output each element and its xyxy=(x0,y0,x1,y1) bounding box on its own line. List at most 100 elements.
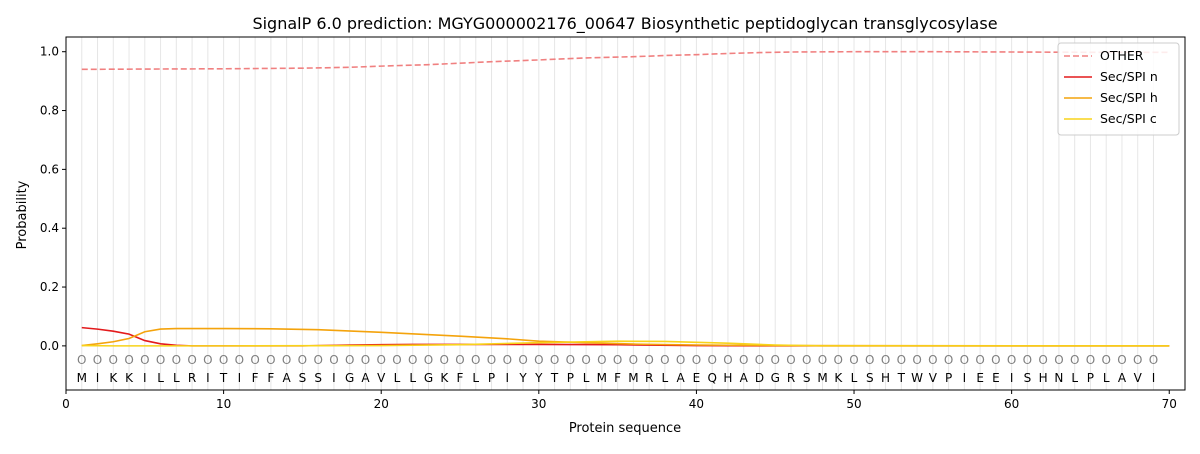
residue-state-label: O xyxy=(849,353,858,367)
residue-state-label: O xyxy=(376,353,385,367)
x-tick-label: 70 xyxy=(1162,397,1177,411)
residue-letter: G xyxy=(345,371,354,385)
residue-state-label: O xyxy=(77,353,86,367)
residue-letter: L xyxy=(472,371,479,385)
legend-entry: Sec/SPI h xyxy=(1100,90,1158,105)
residue-state-label: O xyxy=(282,353,291,367)
y-tick-label: 0.0 xyxy=(40,339,59,353)
residue-state-label: O xyxy=(266,353,275,367)
residue-state-label: O xyxy=(235,353,244,367)
residue-state-label: O xyxy=(676,353,685,367)
residue-state-label: O xyxy=(975,353,984,367)
residue-state-label: O xyxy=(172,353,181,367)
residue-letter: T xyxy=(897,371,906,385)
chart-title: SignalP 6.0 prediction: MGYG000002176_00… xyxy=(252,14,997,34)
residue-letter: I xyxy=(143,371,147,385)
residue-state-label: O xyxy=(361,353,370,367)
y-tick-label: 1.0 xyxy=(40,45,59,59)
residue-state-label: O xyxy=(140,353,149,367)
residue-letter: S xyxy=(866,371,874,385)
residue-letter: M xyxy=(597,371,607,385)
residue-state-label: O xyxy=(629,353,638,367)
residue-letter: W xyxy=(911,371,923,385)
residue-letter: L xyxy=(851,371,858,385)
residue-state-label: O xyxy=(566,353,575,367)
residue-letter: E xyxy=(976,371,984,385)
x-tick-label: 60 xyxy=(1004,397,1019,411)
residue-state-label: O xyxy=(786,353,795,367)
residue-state-label: O xyxy=(187,353,196,367)
residue-state-label: O xyxy=(644,353,653,367)
residue-state-label: O xyxy=(455,353,464,367)
residue-state-label: O xyxy=(392,353,401,367)
residue-state-label: O xyxy=(707,353,716,367)
residue-letter: I xyxy=(332,371,336,385)
x-tick-label: 0 xyxy=(62,397,70,411)
x-tick-label: 30 xyxy=(531,397,546,411)
residue-state-label: O xyxy=(1007,353,1016,367)
residue-letter: R xyxy=(645,371,653,385)
residue-state-label: O xyxy=(471,353,480,367)
residue-letter: T xyxy=(550,371,559,385)
legend: OTHER Sec/SPI n Sec/SPI h Sec/SPI c xyxy=(1057,42,1180,136)
residue-letter: K xyxy=(440,371,449,385)
residue-letter: I xyxy=(238,371,242,385)
residue-state-label: O xyxy=(1023,353,1032,367)
residue-state-label: O xyxy=(156,353,165,367)
series-line-2 xyxy=(81,327,1170,347)
residue-letter: Q xyxy=(707,371,716,385)
residue-letter: E xyxy=(693,371,701,385)
residue-state-label: O xyxy=(991,353,1000,367)
residue-state-label: O xyxy=(1101,353,1110,367)
y-tick-label: 0.8 xyxy=(40,104,59,118)
residue-state-label: O xyxy=(298,353,307,367)
residue-state-label: O xyxy=(770,353,779,367)
residue-state-label: O xyxy=(928,353,937,367)
residue-state-label: O xyxy=(1149,353,1158,367)
residue-state-label: O xyxy=(109,353,118,367)
residue-letter: F xyxy=(252,371,259,385)
residue-state-label: O xyxy=(518,353,527,367)
residue-letter: L xyxy=(394,371,401,385)
residue-state-label: O xyxy=(613,353,622,367)
residue-state-label: O xyxy=(660,353,669,367)
residue-state-label: O xyxy=(755,353,764,367)
residue-letter: S xyxy=(299,371,307,385)
legend-entry: OTHER xyxy=(1100,48,1144,63)
residue-letter: I xyxy=(1010,371,1014,385)
residue-state-label: O xyxy=(581,353,590,367)
y-tick-label: 0.2 xyxy=(40,280,59,294)
residue-state-label: O xyxy=(1070,353,1079,367)
residue-letter: P xyxy=(488,371,495,385)
residue-state-label: O xyxy=(865,353,874,367)
residue-state-label: O xyxy=(692,353,701,367)
residue-letter: S xyxy=(314,371,322,385)
residue-state-label: O xyxy=(313,353,322,367)
residue-letter: P xyxy=(567,371,574,385)
x-axis-label: Protein sequence xyxy=(569,421,681,436)
residue-letter: V xyxy=(1134,371,1143,385)
residue-state-label: O xyxy=(203,353,212,367)
residue-letter: A xyxy=(1118,371,1127,385)
residue-state-label: O xyxy=(802,353,811,367)
residue-letter: S xyxy=(1024,371,1032,385)
residue-letter: M xyxy=(77,371,87,385)
x-tick-label: 20 xyxy=(374,397,389,411)
residue-state-label: O xyxy=(912,353,921,367)
x-tick-label: 40 xyxy=(689,397,704,411)
residue-letter: L xyxy=(662,371,669,385)
y-axis-label: Probability xyxy=(15,180,30,249)
residue-letter: V xyxy=(377,371,386,385)
residue-letter: K xyxy=(834,371,843,385)
residue-letter: G xyxy=(771,371,780,385)
residue-letter: H xyxy=(723,371,732,385)
residue-state-label: O xyxy=(960,353,969,367)
residue-letter: R xyxy=(787,371,795,385)
residue-letter: L xyxy=(173,371,180,385)
residue-letter: M xyxy=(628,371,638,385)
residue-letter: L xyxy=(1103,371,1110,385)
residue-letter: A xyxy=(740,371,749,385)
residue-state-label: O xyxy=(897,353,906,367)
